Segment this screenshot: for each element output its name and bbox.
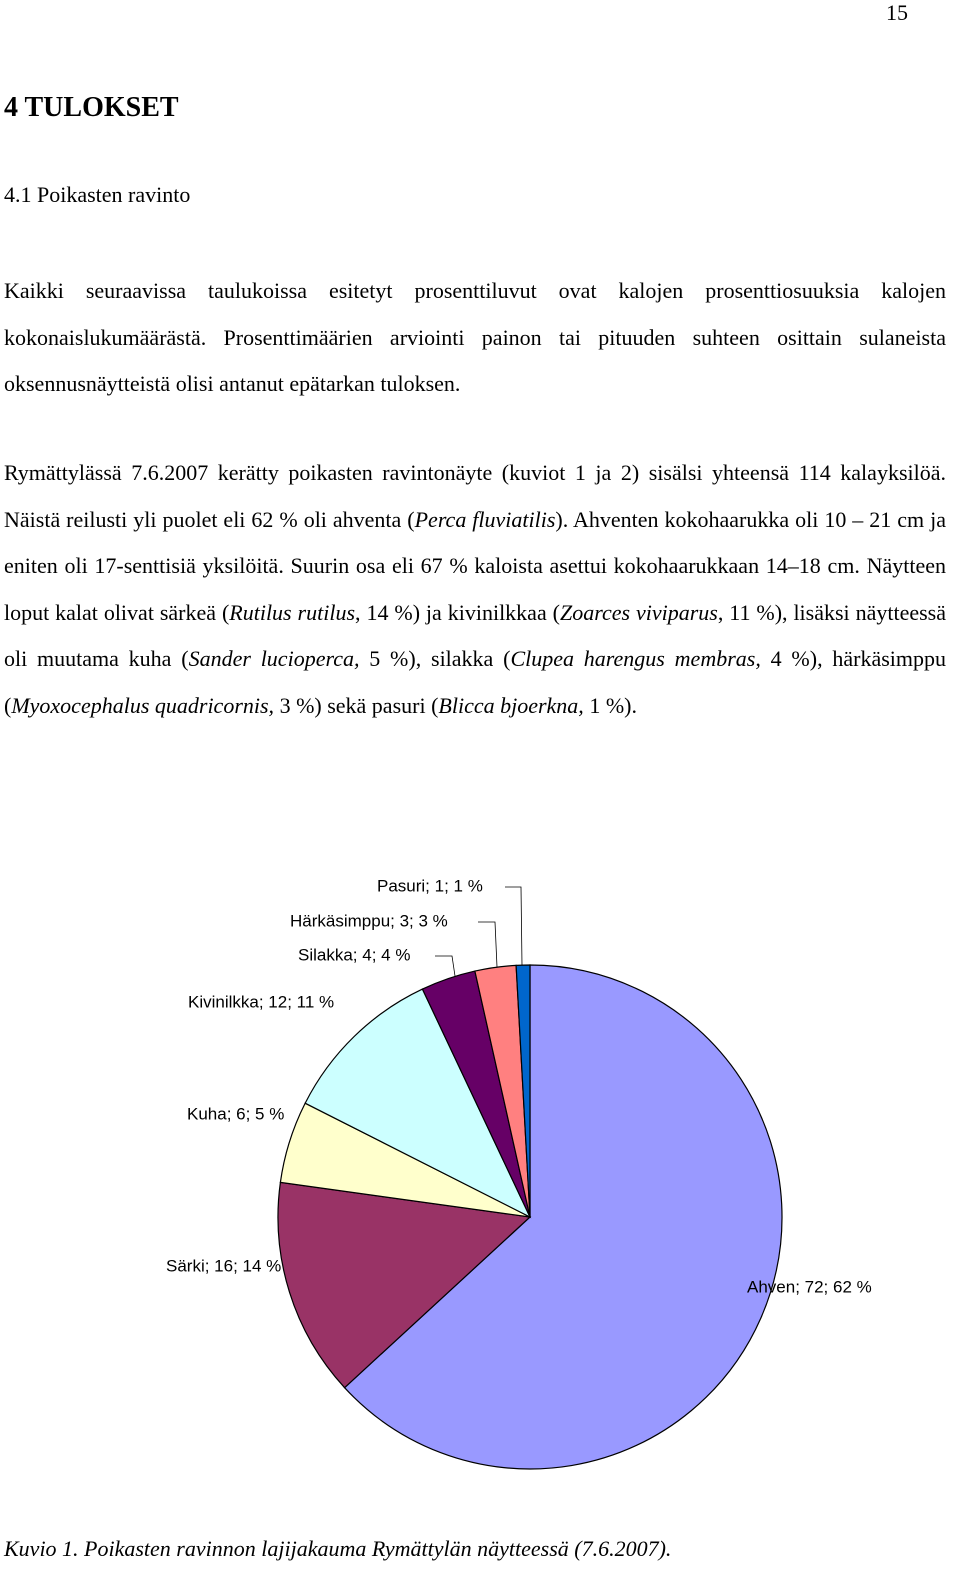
- data-label: Ahven; 72; 62 %: [747, 1277, 872, 1296]
- page-number: 15: [886, 0, 908, 25]
- italic-text: Myoxocephalus quadricornis,: [11, 692, 275, 718]
- italic-text: Zoarces viviparus: [559, 599, 718, 625]
- paragraph: Kaikki seuraavissa taulukoissa esitetyt …: [4, 268, 946, 408]
- pie-slice: [343, 964, 783, 1470]
- pie-slice: [304, 988, 532, 1219]
- text-run: , 14 %) ja kivinilkkaa (: [355, 599, 560, 625]
- text-run: 4 %), härkäsimppu (: [4, 646, 947, 718]
- heading: 4 TULOKSET: [4, 92, 179, 123]
- data-label: Särki; 16; 14 %: [166, 1256, 281, 1275]
- text-run: ). Ahventen kokohaarukka oli 10 – 21 cm …: [4, 506, 946, 625]
- pie-slice: [515, 964, 531, 1218]
- data-label: Härkäsimppu; 3; 3 %: [290, 911, 448, 930]
- italic-text: Blicca bjoerkna,: [438, 692, 584, 718]
- data-label: Kuha; 6; 5 %: [187, 1104, 284, 1123]
- data-label: Pasuri; 1; 1 %: [377, 876, 483, 895]
- italic-text: Perca fluviatilis: [414, 506, 556, 532]
- italic-text: Clupea harengus membras,: [510, 646, 761, 671]
- leader-line: [478, 921, 498, 968]
- data-label: Silakka; 4; 4 %: [298, 945, 410, 964]
- text-run: Rymättylässä 7.6.2007 kerätty poikasten …: [4, 460, 946, 532]
- text-run: , 11 %), lisäksi näytteessä oli muutama …: [4, 599, 947, 672]
- text-run: 1 %).: [583, 692, 637, 718]
- subheading: 4.1 Poikasten ravinto: [4, 182, 191, 207]
- text-run: 5 %), silakka (: [359, 646, 511, 671]
- italic-text: Rutilus rutilus: [229, 599, 356, 625]
- leader-line: [505, 886, 523, 966]
- text-run: Kaikki seuraavissa taulukoissa esitetyt …: [4, 278, 946, 396]
- text-run: 3 %) sekä pasuri (: [274, 692, 439, 718]
- data-label: Kivinilkka; 12; 11 %: [188, 992, 334, 1011]
- caption: Kuvio 1. Poikasten ravinnon lajijakauma …: [4, 1536, 672, 1561]
- pie-slice: [277, 1181, 532, 1389]
- leader-line: [435, 955, 456, 977]
- paragraph: Rymättylässä 7.6.2007 kerätty poikasten …: [4, 450, 946, 729]
- italic-text: Sander lucioperca,: [188, 646, 360, 671]
